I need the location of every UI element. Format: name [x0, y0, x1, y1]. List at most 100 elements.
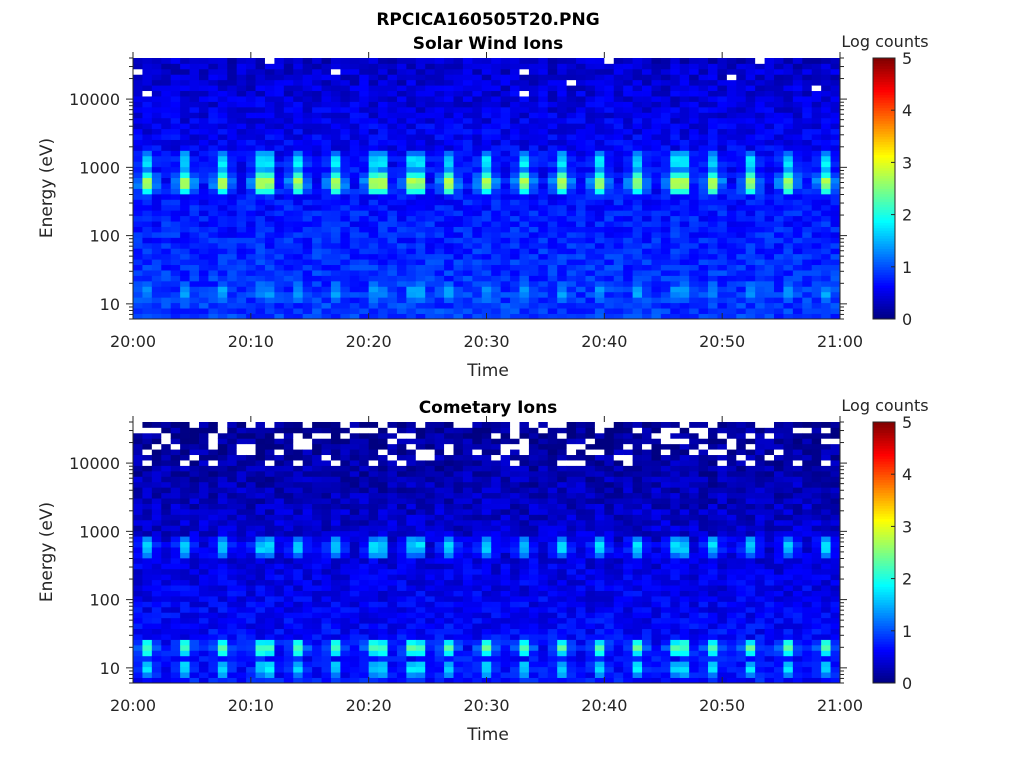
heatmap-cell — [463, 276, 473, 282]
heatmap-cell — [171, 563, 181, 569]
heatmap-cell — [765, 183, 775, 189]
heatmap-cell — [340, 607, 350, 613]
heatmap-cell — [340, 123, 350, 129]
heatmap-cell — [812, 107, 822, 113]
heatmap-cell — [567, 85, 577, 91]
heatmap-cell — [557, 232, 567, 238]
heatmap-cell — [585, 281, 595, 287]
heatmap-cell — [180, 248, 190, 254]
heatmap-cell — [595, 270, 605, 276]
heatmap-cell — [180, 145, 190, 151]
heatmap-cell — [736, 259, 746, 265]
heatmap-cell — [369, 216, 379, 222]
heatmap-cell — [774, 221, 784, 227]
heatmap-cell — [425, 270, 435, 276]
heatmap-cell — [133, 210, 143, 216]
heatmap-cell — [161, 498, 171, 504]
heatmap-cell — [454, 308, 464, 314]
heatmap-cell — [190, 145, 200, 151]
heatmap-cell — [265, 281, 275, 287]
heatmap-cell — [765, 145, 775, 151]
heatmap-cell — [651, 156, 661, 162]
heatmap-cell — [331, 531, 341, 537]
heatmap-cell — [152, 259, 162, 265]
heatmap-cell — [425, 210, 435, 216]
heatmap-cell — [340, 303, 350, 309]
heatmap-cell — [717, 216, 727, 222]
heatmap-cell — [482, 96, 492, 102]
heatmap-cell — [180, 640, 190, 646]
heatmap-cell — [340, 520, 350, 526]
heatmap-cell — [152, 569, 162, 575]
heatmap-cell — [812, 237, 822, 243]
heatmap-cell — [256, 504, 266, 510]
heatmap-cell — [614, 140, 624, 146]
heatmap-cell — [199, 161, 209, 167]
heatmap-cell — [340, 601, 350, 607]
heatmap-cell — [284, 504, 294, 510]
heatmap-cell — [454, 123, 464, 129]
heatmap-cell — [595, 161, 605, 167]
heatmap-cell — [180, 476, 190, 482]
heatmap-cell — [755, 85, 765, 91]
heatmap-cell — [746, 150, 756, 156]
heatmap-cell — [406, 123, 416, 129]
heatmap-cell — [736, 134, 746, 140]
heatmap-cell — [190, 547, 200, 553]
heatmap-cell — [274, 504, 284, 510]
heatmap-cell — [548, 134, 558, 140]
heatmap-cell — [331, 460, 341, 466]
heatmap-cell — [171, 123, 181, 129]
heatmap-cell — [246, 520, 256, 526]
heatmap-cell — [378, 129, 388, 135]
heatmap-cell — [765, 161, 775, 167]
heatmap-cell — [227, 471, 237, 477]
heatmap-cell — [689, 237, 699, 243]
heatmap-cell — [491, 156, 501, 162]
heatmap-cell — [340, 509, 350, 515]
heatmap-cell — [802, 237, 812, 243]
heatmap-cell — [689, 172, 699, 178]
heatmap-cell — [340, 650, 350, 656]
heatmap-cell — [284, 591, 294, 597]
heatmap-cell — [180, 276, 190, 282]
heatmap-cell — [208, 227, 218, 233]
heatmap-cell — [171, 216, 181, 222]
heatmap-cell — [614, 303, 624, 309]
heatmap-cell — [237, 612, 247, 618]
heatmap-cell — [444, 205, 454, 211]
heatmap-cell — [133, 547, 143, 553]
heatmap-cell — [416, 167, 426, 173]
heatmap-cell — [350, 563, 360, 569]
heatmap-cell — [208, 178, 218, 184]
heatmap-cell — [557, 216, 567, 222]
heatmap-cell — [491, 96, 501, 102]
heatmap-cell — [755, 221, 765, 227]
heatmap-cell — [699, 286, 709, 292]
heatmap-cell — [529, 80, 539, 86]
heatmap-cell — [661, 297, 671, 303]
heatmap-cell — [378, 118, 388, 124]
heatmap-cell — [331, 237, 341, 243]
heatmap-cell — [256, 509, 266, 515]
heatmap-cell — [199, 259, 209, 265]
heatmap-cell — [190, 292, 200, 298]
heatmap-cell — [406, 286, 416, 292]
heatmap-cell — [435, 205, 445, 211]
heatmap-cell — [293, 504, 303, 510]
heatmap-cell — [246, 172, 256, 178]
heatmap-cell — [482, 107, 492, 113]
heatmap-cell — [340, 199, 350, 205]
heatmap-cell — [133, 444, 143, 450]
heatmap-cell — [190, 221, 200, 227]
figure-title: RPCICA160505T20.PNG — [376, 10, 599, 30]
heatmap-cell — [482, 270, 492, 276]
heatmap-cell — [208, 569, 218, 575]
heatmap-cell — [595, 129, 605, 135]
heatmap-cell — [265, 427, 275, 433]
heatmap-cell — [604, 292, 614, 298]
heatmap-cell — [585, 172, 595, 178]
heatmap-cell — [312, 303, 322, 309]
heatmap-cell — [199, 580, 209, 586]
heatmap-cell — [284, 650, 294, 656]
